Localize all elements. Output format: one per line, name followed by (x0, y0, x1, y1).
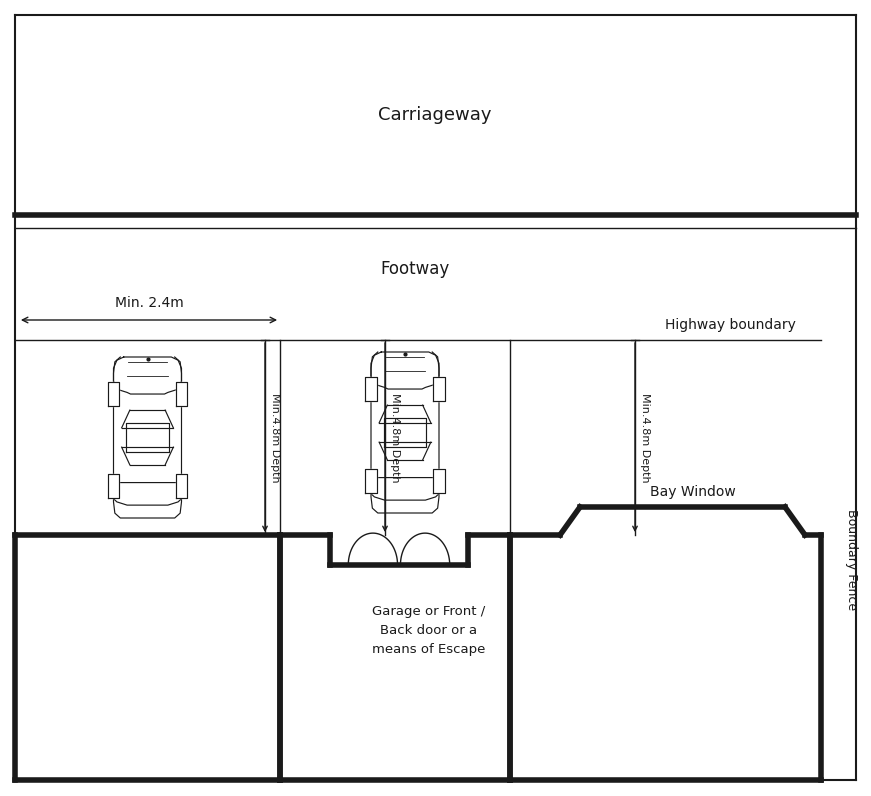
Polygon shape (365, 469, 377, 493)
Text: Highway boundary: Highway boundary (665, 318, 795, 332)
Text: Carriageway: Carriageway (378, 106, 492, 124)
Polygon shape (108, 474, 119, 498)
Polygon shape (433, 377, 445, 401)
Polygon shape (108, 382, 119, 406)
Text: Min.4.8m Depth: Min.4.8m Depth (390, 392, 400, 482)
Text: Footway: Footway (381, 260, 449, 278)
Text: Bay Window: Bay Window (650, 485, 735, 499)
Text: Garage or Front /
Back door or a
means of Escape: Garage or Front / Back door or a means o… (372, 605, 486, 656)
Text: Min.4.8m Depth: Min.4.8m Depth (640, 392, 650, 482)
Text: Min. 2.4m: Min. 2.4m (115, 296, 184, 310)
Polygon shape (365, 377, 377, 401)
Text: Min.4.8m Depth: Min.4.8m Depth (270, 392, 280, 482)
Text: Boundary Fence: Boundary Fence (845, 509, 858, 611)
Polygon shape (176, 382, 187, 406)
Polygon shape (176, 474, 187, 498)
Polygon shape (433, 469, 445, 493)
